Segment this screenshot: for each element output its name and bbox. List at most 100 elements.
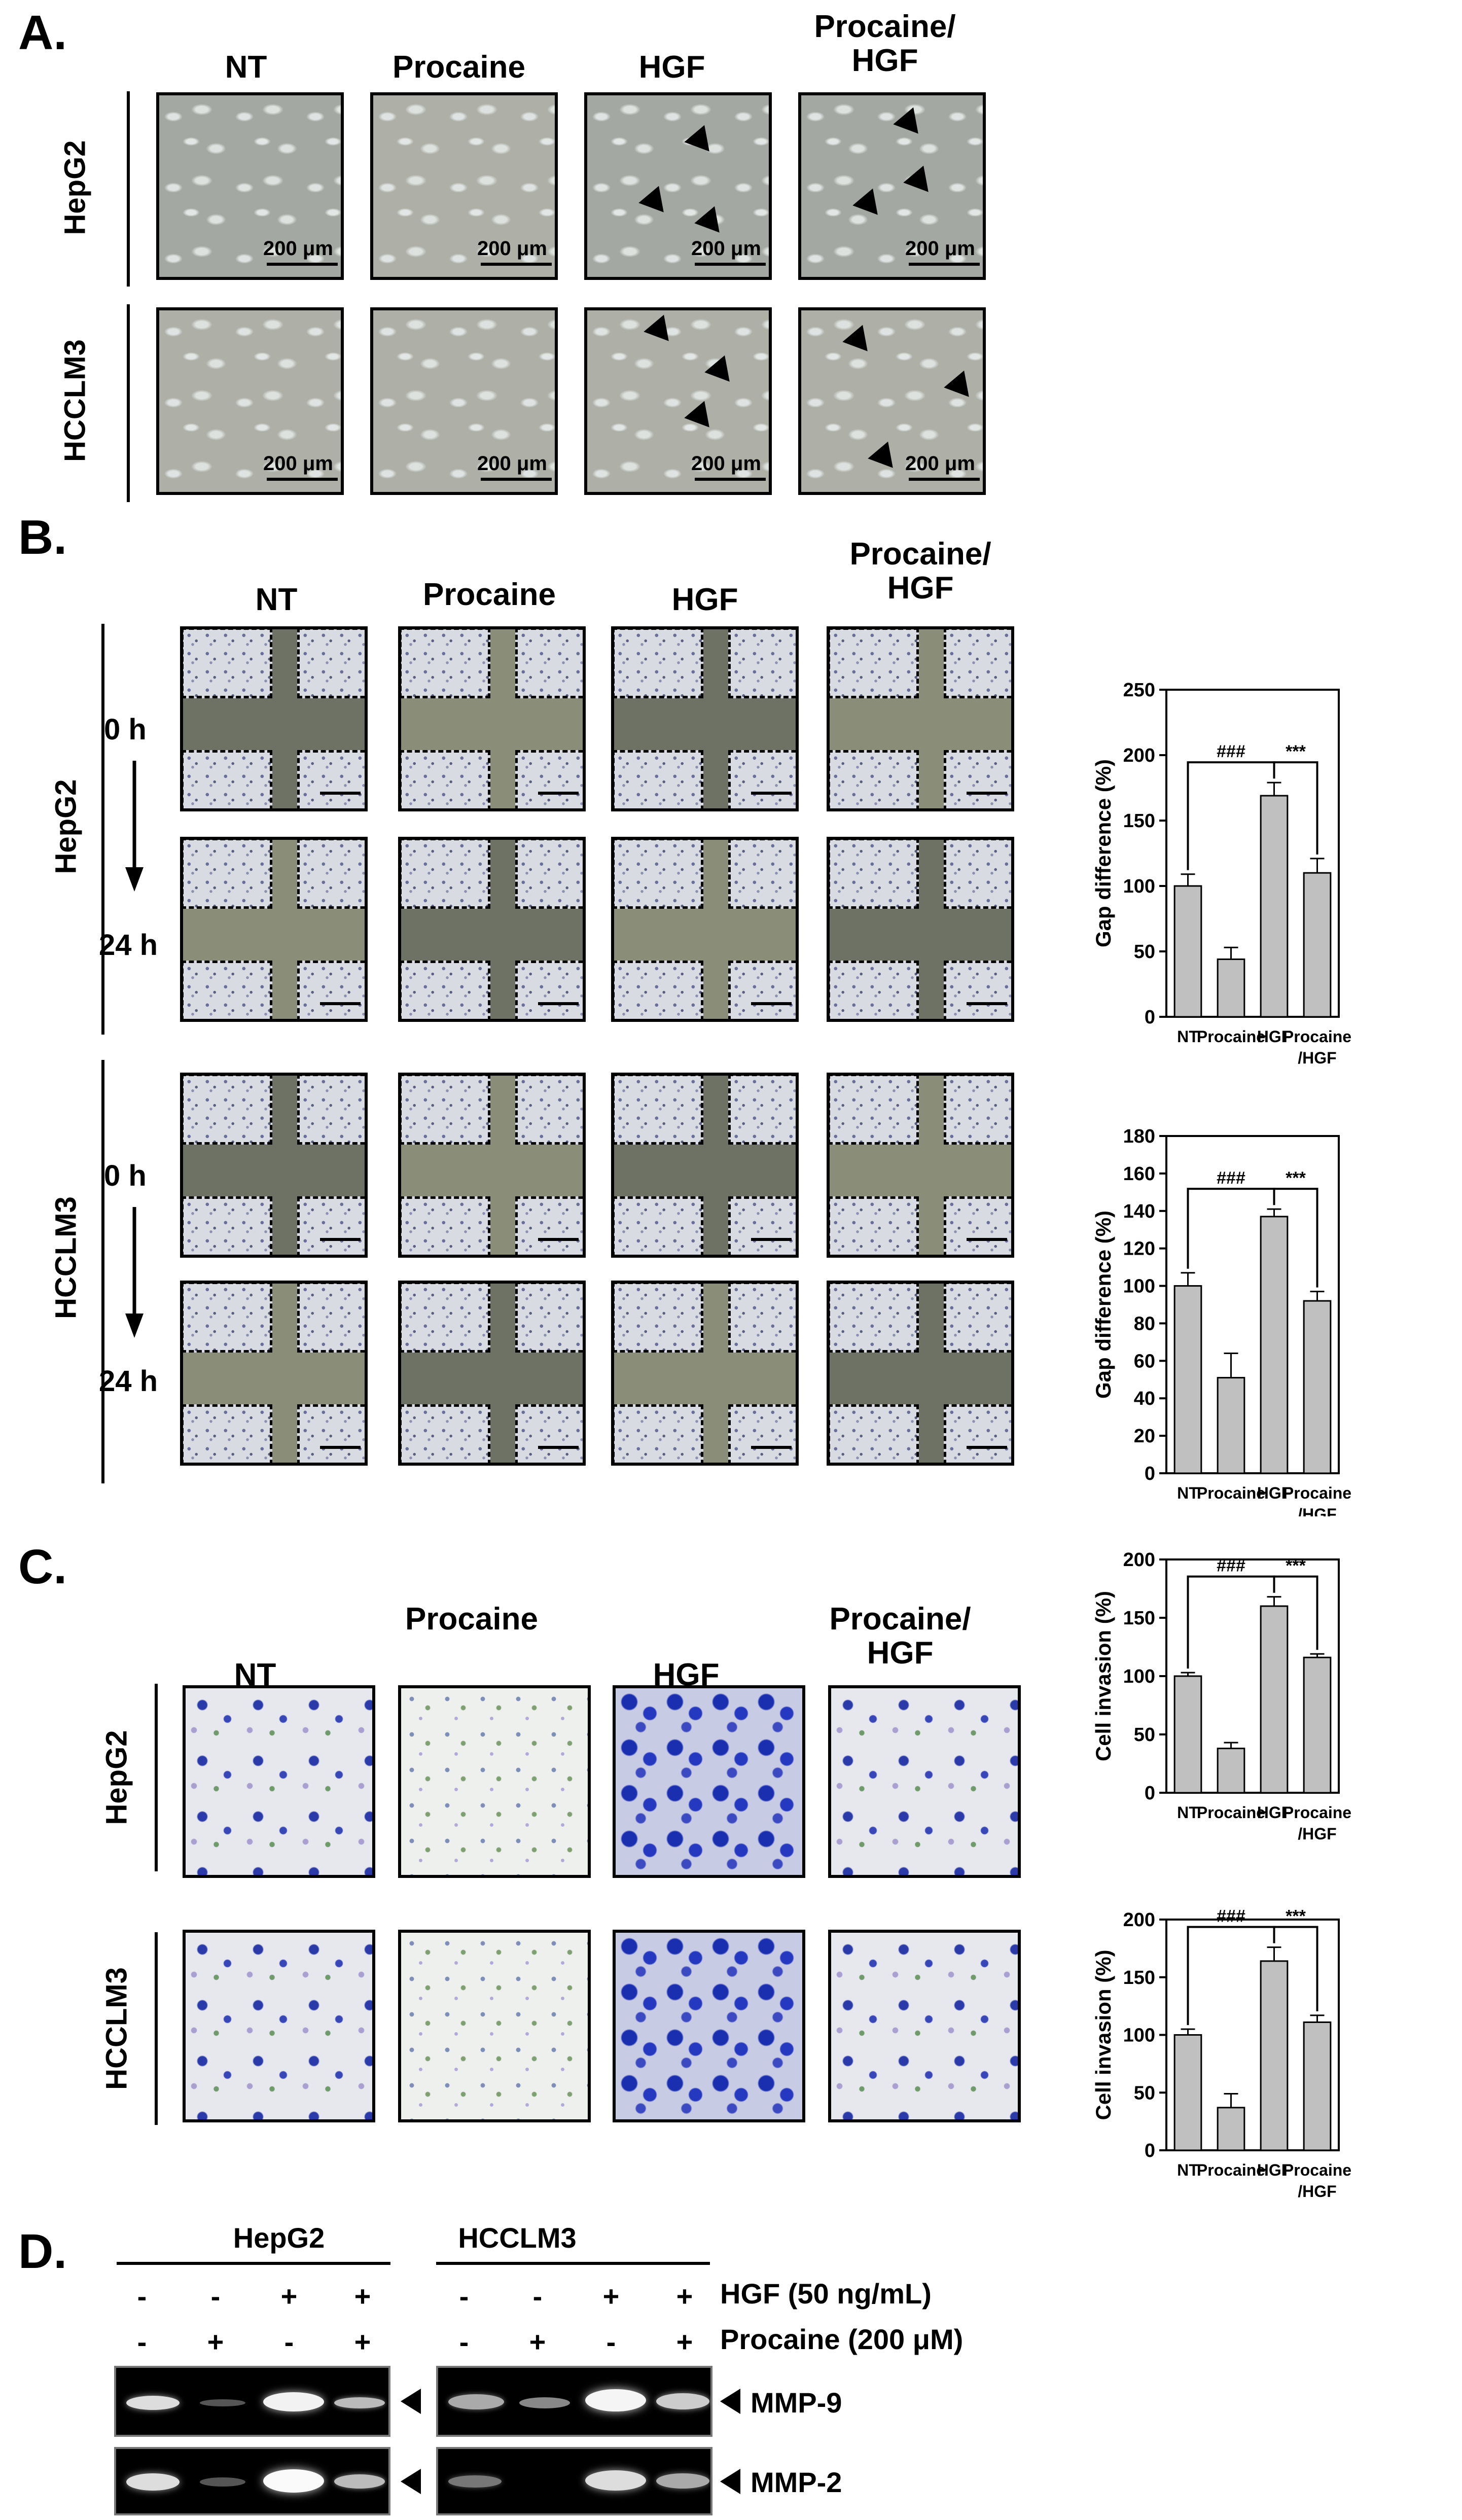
- col-label-procaine-a: Procaine: [393, 50, 525, 85]
- hgf-sign: +: [280, 2280, 298, 2312]
- col-label-combo-c-line1: Procaine/: [829, 1602, 971, 1637]
- significance-bracket: [1273, 1926, 1318, 2011]
- cell-region: [297, 1076, 365, 1145]
- col-label-combo-a-line2: HGF: [851, 43, 918, 78]
- arrowhead-icon: [903, 165, 939, 201]
- scale-bar: [538, 792, 579, 795]
- y-tick-label: 140: [1123, 1201, 1155, 1222]
- scratch-micrograph: [398, 1281, 586, 1466]
- cell-region: [183, 750, 272, 808]
- micrograph-hcclm3-combo: 200 μm: [798, 307, 986, 495]
- scratch-micrograph: [398, 837, 586, 1022]
- y-tick-label: 20: [1134, 1426, 1155, 1447]
- scale-bar: [967, 1238, 1007, 1241]
- scratch-micrograph: [180, 837, 368, 1022]
- procaine-sign: -: [137, 2326, 147, 2358]
- gel-mmp9-hcclm3: [436, 2366, 712, 2437]
- cell-region: [614, 840, 703, 909]
- y-axis-label: Gap difference (%): [1091, 759, 1115, 947]
- row-label-hepg2-b: HepG2: [49, 779, 83, 874]
- y-tick-label: 100: [1123, 2025, 1155, 2046]
- arrowhead-icon: [868, 441, 903, 477]
- scale-bar-label: 200 μm: [691, 237, 761, 260]
- y-tick-label: 150: [1123, 1967, 1155, 1989]
- y-tick-label: 200: [1123, 1909, 1155, 1931]
- cell-region: [830, 750, 919, 808]
- col-label-procaine-b: Procaine: [423, 577, 556, 612]
- blot-header-hepg2: HepG2: [233, 2222, 325, 2254]
- y-tick-label: 250: [1123, 680, 1155, 701]
- panel-d-label: D.: [18, 2224, 67, 2279]
- scale-bar: [695, 478, 766, 481]
- cell-region: [297, 629, 365, 698]
- gel-band: [585, 2470, 646, 2491]
- y-tick-label: 40: [1134, 1388, 1155, 1409]
- cell-region: [183, 629, 272, 698]
- cell-region: [614, 961, 703, 1019]
- x-tick-label: NT: [1177, 1027, 1199, 1046]
- cell-region: [614, 1076, 703, 1145]
- hgf-sign: +: [602, 2280, 620, 2312]
- gel-band: [334, 2397, 385, 2408]
- arrowhead-icon: [644, 314, 679, 350]
- col-label-combo-c-line2: HGF: [867, 1635, 934, 1671]
- cell-region: [944, 629, 1011, 698]
- col-label-nt-a: NT: [225, 50, 267, 85]
- cell-region: [183, 1196, 272, 1255]
- time-0h-hepg2: 0 h: [104, 713, 147, 746]
- bar: [1173, 885, 1202, 1018]
- scale-bar: [320, 792, 361, 795]
- cell-region: [515, 1196, 583, 1255]
- gel-band: [200, 2399, 245, 2406]
- y-tick-label: 100: [1123, 1666, 1155, 1687]
- hgf-sign: +: [354, 2280, 371, 2312]
- scale-bar: [267, 263, 338, 266]
- row-label-hepg2-c: HepG2: [100, 1730, 133, 1825]
- row-bracket: [101, 624, 104, 1035]
- col-label-combo-a-line1: Procaine/: [814, 9, 956, 44]
- x-tick-label: HGF: [1257, 1803, 1292, 1822]
- x-tick-label: HGF: [1257, 2161, 1292, 2179]
- row-label-hcclm3-b: HCCLM3: [49, 1196, 83, 1319]
- gel-band: [126, 2473, 180, 2491]
- bar: [1173, 2034, 1202, 2151]
- gel-mmp2-hepg2: [114, 2447, 390, 2515]
- cell-region: [401, 1076, 490, 1145]
- y-tick-label: 0: [1145, 2140, 1155, 2161]
- row-bracket: [155, 1932, 158, 2125]
- scale-bar-label: 200 μm: [477, 237, 547, 260]
- scale-bar: [538, 1446, 579, 1449]
- scratch-micrograph: [611, 626, 799, 811]
- scratch-micrograph: [611, 837, 799, 1022]
- scratch-micrograph: [827, 1073, 1014, 1258]
- scale-bar: [967, 1446, 1007, 1449]
- y-tick-label: 200: [1123, 1549, 1155, 1571]
- chart-gap-hcclm3: 0 20 40 60 80 100 120 140 160 180 Gap difference (…: [1091, 1126, 1351, 1516]
- x-tick-label: Procaine: [1283, 1484, 1351, 1502]
- scale-bar: [538, 1002, 579, 1005]
- cell-region: [944, 961, 1011, 1019]
- x-tick-label: NT: [1177, 2161, 1199, 2179]
- blot-hgf-label: HGF (50 ng/mL): [720, 2278, 932, 2310]
- gel-band: [334, 2474, 385, 2489]
- col-label-combo-c: Procaine/ HGF: [806, 1602, 994, 1671]
- gel-band: [448, 2475, 502, 2488]
- procaine-sign: -: [284, 2326, 294, 2358]
- scratch-micrograph: [398, 1073, 586, 1258]
- y-tick-label: 180: [1123, 1126, 1155, 1147]
- y-tick-label: 80: [1134, 1313, 1155, 1334]
- x-tick-label: Procaine: [1197, 2161, 1265, 2179]
- cell-region: [401, 961, 490, 1019]
- significance-label: ###: [1217, 742, 1245, 761]
- scale-bar-label: 200 μm: [905, 452, 975, 475]
- cell-region: [401, 1404, 490, 1463]
- bar: [1173, 1675, 1202, 1794]
- y-tick-label: 160: [1123, 1163, 1155, 1185]
- blot-header-hcclm3: HCCLM3: [458, 2222, 577, 2254]
- cell-region: [183, 961, 272, 1019]
- time-24h-hepg2: 24 h: [99, 929, 158, 962]
- col-label-combo-b: Procaine/ HGF: [827, 537, 1014, 606]
- x-tick-label: NT: [1177, 1484, 1199, 1502]
- procaine-sign: -: [459, 2326, 469, 2358]
